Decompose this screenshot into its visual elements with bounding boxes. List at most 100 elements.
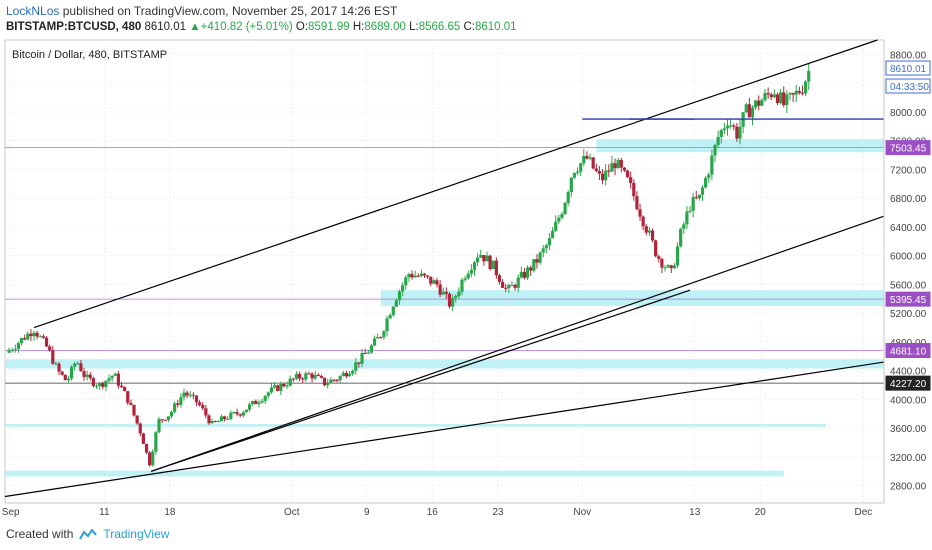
candle-body bbox=[685, 211, 689, 225]
candle-body bbox=[88, 374, 92, 379]
candle-body bbox=[119, 385, 124, 387]
candle-body bbox=[347, 373, 352, 377]
time-tick-label: 9 bbox=[364, 507, 370, 518]
candle-body bbox=[585, 156, 589, 159]
candle-body bbox=[85, 374, 89, 377]
candle-body bbox=[744, 104, 748, 113]
candle-body bbox=[379, 336, 383, 338]
candle-body bbox=[257, 402, 261, 405]
candle-body bbox=[466, 273, 470, 279]
candle-body bbox=[444, 291, 448, 294]
price-tick-label: 3200.00 bbox=[890, 453, 927, 464]
candle-body bbox=[29, 333, 33, 337]
price-tick-label: 4400.00 bbox=[890, 367, 927, 378]
candle-body bbox=[426, 275, 430, 277]
candle-body bbox=[316, 374, 320, 376]
candle-body bbox=[557, 217, 561, 222]
candle-body bbox=[494, 260, 498, 276]
candle-body bbox=[700, 187, 705, 195]
open-label: O: bbox=[295, 21, 309, 33]
candle-body bbox=[260, 400, 264, 403]
price-tick-label: 8000.00 bbox=[890, 108, 927, 119]
trendlines bbox=[4, 39, 885, 498]
candle-body bbox=[688, 210, 692, 212]
candle-body bbox=[635, 196, 639, 210]
price-tag-box bbox=[885, 291, 931, 307]
price-tick-label: 5600.00 bbox=[890, 280, 927, 291]
candle-body bbox=[291, 378, 295, 380]
candle-body bbox=[485, 255, 489, 262]
candle-body bbox=[297, 373, 302, 379]
candle-body bbox=[610, 163, 614, 172]
candle-body bbox=[513, 284, 517, 288]
candle-body bbox=[41, 336, 46, 338]
candle-body bbox=[354, 362, 358, 371]
candle-body bbox=[35, 332, 39, 337]
low-label: L: bbox=[409, 21, 419, 33]
published-text: published on TradingView.com, November 2… bbox=[62, 4, 398, 18]
candle-body bbox=[207, 415, 211, 424]
candle-body bbox=[26, 333, 30, 340]
candle-body bbox=[738, 126, 742, 139]
footer: Created with TradingView bbox=[6, 527, 169, 541]
candle-body bbox=[638, 209, 642, 217]
high-label: H: bbox=[352, 21, 365, 33]
time-tick-label: 23 bbox=[492, 507, 504, 518]
candle-body bbox=[535, 259, 539, 263]
candle-body bbox=[669, 265, 673, 269]
candle-body bbox=[285, 385, 289, 387]
candle-body bbox=[341, 372, 345, 377]
candle-body bbox=[641, 216, 645, 227]
candle-body bbox=[329, 379, 333, 384]
symbol-label: BITSTAMP:BTCUSD, 480 bbox=[6, 21, 142, 33]
candle-body bbox=[169, 411, 174, 417]
candle-body bbox=[607, 170, 611, 172]
candle-body bbox=[766, 93, 770, 95]
time-tick-label: 20 bbox=[755, 507, 767, 518]
candle-body bbox=[772, 94, 776, 98]
time-axis[interactable]: Sep 11 18 Oct 9 16 23 Nov 13 20 Dec bbox=[2, 502, 884, 518]
candle-body bbox=[644, 226, 648, 233]
price-tick-label: 6000.00 bbox=[890, 252, 927, 263]
candle-body bbox=[613, 163, 617, 169]
tradingview-brand[interactable]: TradingView bbox=[103, 527, 170, 541]
candle-body bbox=[307, 373, 311, 375]
price-tick-label: 5200.00 bbox=[890, 309, 927, 320]
candle-body bbox=[254, 400, 258, 405]
candle-body bbox=[132, 404, 136, 416]
candle-body bbox=[504, 287, 508, 289]
candle-body bbox=[629, 177, 633, 183]
candle-body bbox=[23, 338, 27, 340]
candle-body bbox=[666, 265, 670, 268]
price-tag-label: 4227.20 bbox=[890, 379, 927, 390]
candle-body bbox=[460, 279, 464, 292]
candle-body bbox=[176, 403, 180, 405]
candle-body bbox=[282, 384, 286, 387]
price-tag-box bbox=[885, 60, 931, 76]
change-arrow-icon: ▲ bbox=[189, 21, 201, 33]
author-link[interactable]: LockNLos bbox=[6, 4, 60, 18]
candle-body bbox=[416, 275, 420, 277]
price-axis[interactable]: 2800.003200.003600.004000.004400.004800.… bbox=[883, 40, 927, 503]
trendline bbox=[4, 361, 885, 498]
candle-body bbox=[123, 386, 127, 392]
candle-body bbox=[713, 144, 717, 156]
candle-body bbox=[91, 378, 95, 386]
candle-body bbox=[326, 383, 330, 386]
candle-body bbox=[663, 267, 667, 269]
candle-body bbox=[185, 392, 189, 396]
candle-body bbox=[800, 92, 805, 94]
candle-body bbox=[516, 277, 520, 288]
candle-body bbox=[60, 371, 64, 375]
candle-body bbox=[497, 275, 502, 283]
candle-body bbox=[797, 90, 801, 93]
candle-body bbox=[429, 276, 433, 284]
candle-body bbox=[569, 177, 573, 193]
candle-body bbox=[785, 94, 789, 106]
candle-body bbox=[572, 172, 577, 178]
candle-body bbox=[148, 452, 152, 466]
candle-body bbox=[544, 245, 548, 249]
candle-body bbox=[454, 296, 458, 299]
candle-body bbox=[344, 372, 349, 377]
